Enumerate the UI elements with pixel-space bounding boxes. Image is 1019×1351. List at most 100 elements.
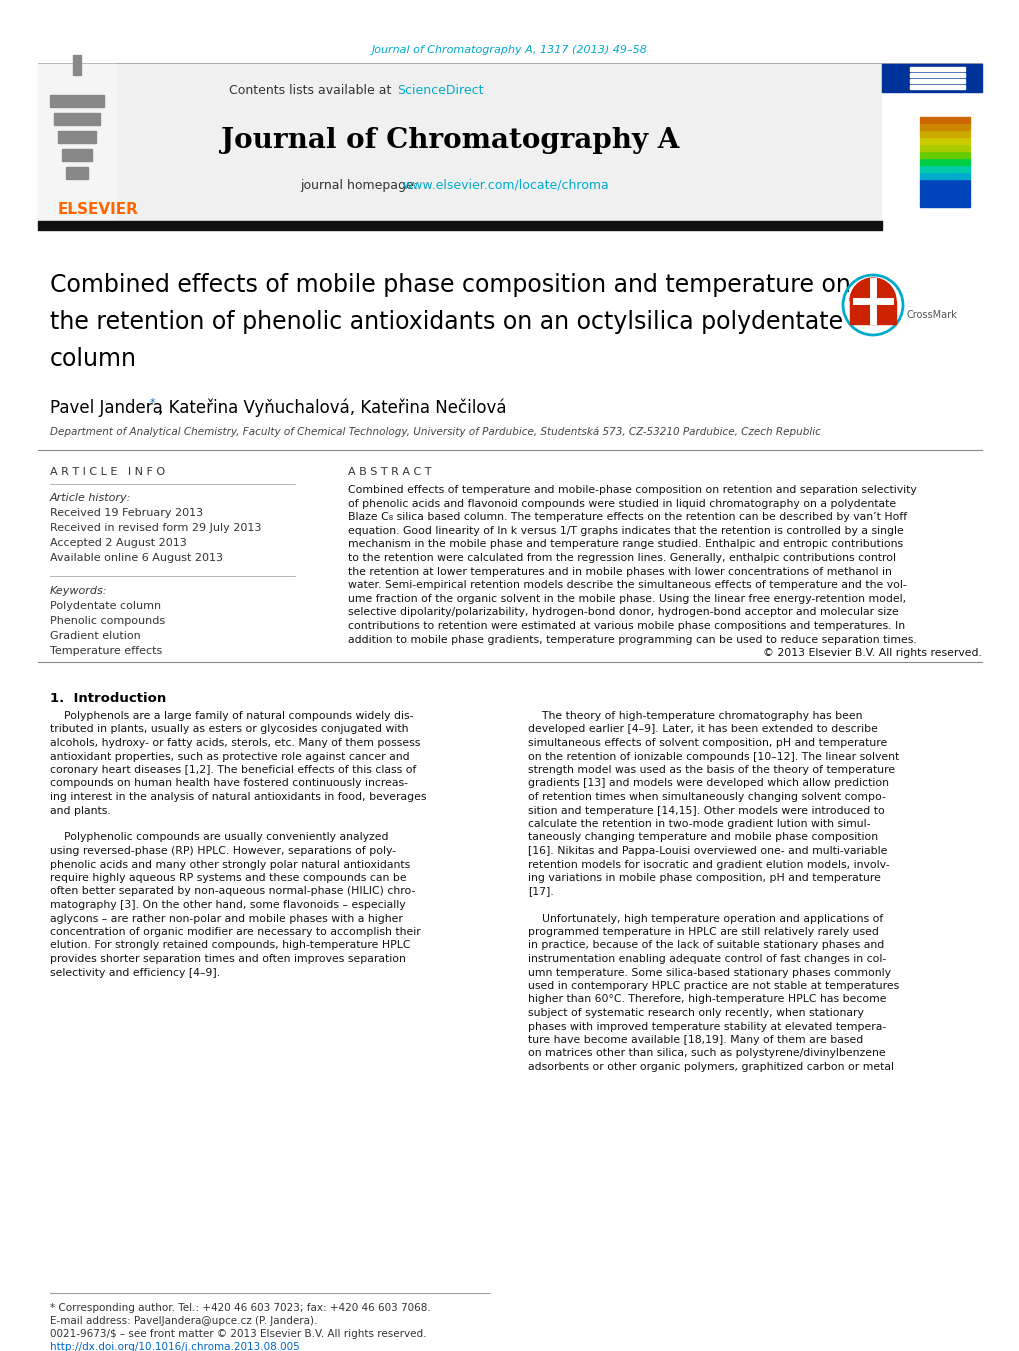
Text: on matrices other than silica, such as polystyrene/divinylbenzene: on matrices other than silica, such as p… (528, 1048, 884, 1058)
Text: retention models for isocratic and gradient elution models, involv-: retention models for isocratic and gradi… (528, 859, 889, 870)
Text: simultaneous effects of solvent composition, pH and temperature: simultaneous effects of solvent composit… (528, 738, 887, 748)
Wedge shape (849, 278, 895, 301)
Text: journal homepage:: journal homepage: (300, 178, 422, 192)
Bar (62, 149, 92, 161)
Bar (73, 55, 81, 76)
Bar (38, 222, 881, 230)
Bar (919, 186, 969, 193)
Bar (881, 63, 981, 222)
Text: mechanism in the mobile phase and temperature range studied. Enthalpic and entro: mechanism in the mobile phase and temper… (347, 539, 902, 550)
Text: in practice, because of the lack of suitable stationary phases and: in practice, because of the lack of suit… (528, 940, 883, 951)
Bar (919, 118, 969, 123)
Bar (919, 195, 969, 200)
Text: © 2013 Elsevier B.V. All rights reserved.: © 2013 Elsevier B.V. All rights reserved… (762, 648, 981, 658)
Text: , Kateřina Vyňuchalová, Kateřina Nečilová: , Kateřina Vyňuchalová, Kateřina Nečilov… (158, 399, 506, 417)
Text: CrossMark: CrossMark (906, 309, 957, 320)
Text: http://dx.doi.org/10.1016/j.chroma.2013.08.005: http://dx.doi.org/10.1016/j.chroma.2013.… (50, 1342, 300, 1351)
Bar (919, 153, 969, 158)
Text: E-mail address: PavelJandera@upce.cz (P. Jandera).: E-mail address: PavelJandera@upce.cz (P.… (50, 1316, 317, 1325)
Text: * Corresponding author. Tel.: +420 46 603 7023; fax: +420 46 603 7068.: * Corresponding author. Tel.: +420 46 60… (50, 1302, 430, 1313)
Text: used in contemporary HPLC practice are not stable at temperatures: used in contemporary HPLC practice are n… (528, 981, 899, 992)
Text: Polyphenols are a large family of natural compounds widely dis-: Polyphenols are a large family of natura… (50, 711, 413, 721)
Text: phenolic acids and many other strongly polar natural antioxidants: phenolic acids and many other strongly p… (50, 859, 410, 870)
Bar (919, 124, 969, 130)
Text: elution. For strongly retained compounds, high-temperature HPLC: elution. For strongly retained compounds… (50, 940, 410, 951)
Text: aglycons – are rather non-polar and mobile phases with a higher: aglycons – are rather non-polar and mobi… (50, 913, 403, 924)
Text: A B S T R A C T: A B S T R A C T (347, 467, 431, 477)
Text: and plants.: and plants. (50, 805, 111, 816)
Text: umn temperature. Some silica-based stationary phases commonly: umn temperature. Some silica-based stati… (528, 967, 891, 978)
Text: calculate the retention in two-mode gradient lution with simul-: calculate the retention in two-mode grad… (528, 819, 869, 830)
Text: Keywords:: Keywords: (50, 586, 107, 596)
Text: Combined effects of temperature and mobile-phase composition on retention and se: Combined effects of temperature and mobi… (347, 485, 916, 494)
Text: Phenolic compounds: Phenolic compounds (50, 616, 165, 626)
Text: Received in revised form 29 July 2013: Received in revised form 29 July 2013 (50, 523, 261, 534)
Text: Accepted 2 August 2013: Accepted 2 August 2013 (50, 538, 186, 549)
Bar (919, 159, 969, 165)
Text: antioxidant properties, such as protective role against cancer and: antioxidant properties, such as protecti… (50, 751, 410, 762)
Text: programmed temperature in HPLC are still relatively rarely used: programmed temperature in HPLC are still… (528, 927, 878, 938)
Text: coronary heart diseases [1,2]. The beneficial effects of this class of: coronary heart diseases [1,2]. The benef… (50, 765, 416, 775)
Text: developed earlier [4–9]. Later, it has been extended to describe: developed earlier [4–9]. Later, it has b… (528, 724, 877, 735)
Text: gradients [13] and models were developed which allow prediction: gradients [13] and models were developed… (528, 778, 889, 789)
Text: ing variations in mobile phase composition, pH and temperature: ing variations in mobile phase compositi… (528, 873, 880, 884)
Text: of phenolic acids and flavonoid compounds were studied in liquid chromatography : of phenolic acids and flavonoid compound… (347, 499, 896, 508)
Text: The theory of high-temperature chromatography has been: The theory of high-temperature chromatog… (528, 711, 862, 721)
Text: strength model was used as the basis of the theory of temperature: strength model was used as the basis of … (528, 765, 895, 775)
Text: alcohols, hydroxy- or fatty acids, sterols, etc. Many of them possess: alcohols, hydroxy- or fatty acids, stero… (50, 738, 420, 748)
Text: ELSEVIER: ELSEVIER (58, 203, 139, 218)
Bar (919, 166, 969, 172)
Bar (909, 68, 964, 72)
Text: the retention of phenolic antioxidants on an octylsilica polydentate: the retention of phenolic antioxidants o… (50, 309, 843, 334)
Text: phases with improved temperature stability at elevated tempera-: phases with improved temperature stabili… (528, 1021, 886, 1032)
Bar (881, 63, 981, 92)
Bar (66, 168, 88, 178)
Text: subject of systematic research only recently, when stationary: subject of systematic research only rece… (528, 1008, 863, 1019)
Bar (919, 131, 969, 136)
Text: Department of Analytical Chemistry, Faculty of Chemical Technology, University o: Department of Analytical Chemistry, Facu… (50, 427, 820, 438)
Text: [16]. Nikitas and Pappa-Louisi overviewed one- and multi-variable: [16]. Nikitas and Pappa-Louisi overviewe… (528, 846, 887, 857)
Text: contributions to retention were estimated at various mobile phase compositions a: contributions to retention were estimate… (347, 621, 904, 631)
Text: taneously changing temperature and mobile phase composition: taneously changing temperature and mobil… (528, 832, 877, 843)
Text: column: column (50, 347, 137, 372)
Text: selectivity and efficiency [4–9].: selectivity and efficiency [4–9]. (50, 967, 220, 978)
Text: ing interest in the analysis of natural antioxidants in food, beverages: ing interest in the analysis of natural … (50, 792, 426, 802)
Text: of retention times when simultaneously changing solvent compo-: of retention times when simultaneously c… (528, 792, 886, 802)
Text: Article history:: Article history: (50, 493, 131, 503)
Text: matography [3]. On the other hand, some flavonoids – especially: matography [3]. On the other hand, some … (50, 900, 406, 911)
Text: www.elsevier.com/locate/chroma: www.elsevier.com/locate/chroma (401, 178, 608, 192)
Text: water. Semi-empirical retention models describe the simultaneous effects of temp: water. Semi-empirical retention models d… (347, 580, 906, 590)
Text: addition to mobile phase gradients, temperature programming can be used to reduc: addition to mobile phase gradients, temp… (347, 635, 916, 644)
Text: 0021-9673/$ – see front matter © 2013 Elsevier B.V. All rights reserved.: 0021-9673/$ – see front matter © 2013 El… (50, 1329, 426, 1339)
Text: Polyphenolic compounds are usually conveniently analyzed: Polyphenolic compounds are usually conve… (50, 832, 388, 843)
Bar (909, 73, 964, 77)
Text: Journal of Chromatography A, 1317 (2013) 49–58: Journal of Chromatography A, 1317 (2013)… (372, 45, 647, 55)
Text: instrumentation enabling adequate control of fast changes in col-: instrumentation enabling adequate contro… (528, 954, 886, 965)
Text: Journal of Chromatography A: Journal of Chromatography A (220, 127, 679, 154)
Text: Contents lists available at: Contents lists available at (228, 84, 394, 96)
Text: [17].: [17]. (528, 886, 553, 897)
Bar (54, 113, 100, 126)
Text: concentration of organic modifier are necessary to accomplish their: concentration of organic modifier are ne… (50, 927, 421, 938)
Text: Blaze C₈ silica based column. The temperature effects on the retention can be de: Blaze C₈ silica based column. The temper… (347, 512, 906, 523)
Text: A R T I C L E   I N F O: A R T I C L E I N F O (50, 467, 165, 477)
Bar (38, 63, 116, 222)
Bar (58, 131, 96, 143)
Text: ume fraction of the organic solvent in the mobile phase. Using the linear free e: ume fraction of the organic solvent in t… (347, 594, 905, 604)
Bar (909, 85, 964, 89)
Text: provides shorter separation times and often improves separation: provides shorter separation times and of… (50, 954, 406, 965)
Text: Gradient elution: Gradient elution (50, 631, 141, 640)
Text: Unfortunately, high temperature operation and applications of: Unfortunately, high temperature operatio… (528, 913, 882, 924)
Bar (50, 95, 104, 107)
Text: ScienceDirect: ScienceDirect (396, 84, 483, 96)
Text: Received 19 February 2013: Received 19 February 2013 (50, 508, 203, 517)
Bar (919, 145, 969, 151)
Text: equation. Good linearity of ln k versus 1/T graphs indicates that the retention : equation. Good linearity of ln k versus … (347, 526, 903, 536)
Text: selective dipolarity/polarizability, hydrogen-bond donor, hydrogen-bond acceptor: selective dipolarity/polarizability, hyd… (347, 608, 898, 617)
Text: adsorbents or other organic polymers, graphitized carbon or metal: adsorbents or other organic polymers, gr… (528, 1062, 893, 1071)
Text: Polydentate column: Polydentate column (50, 601, 161, 611)
Text: require highly aqueous RP systems and these compounds can be: require highly aqueous RP systems and th… (50, 873, 407, 884)
Text: *: * (150, 399, 156, 408)
Text: ture have become available [18,19]. Many of them are based: ture have become available [18,19]. Many… (528, 1035, 862, 1046)
Bar (919, 138, 969, 145)
